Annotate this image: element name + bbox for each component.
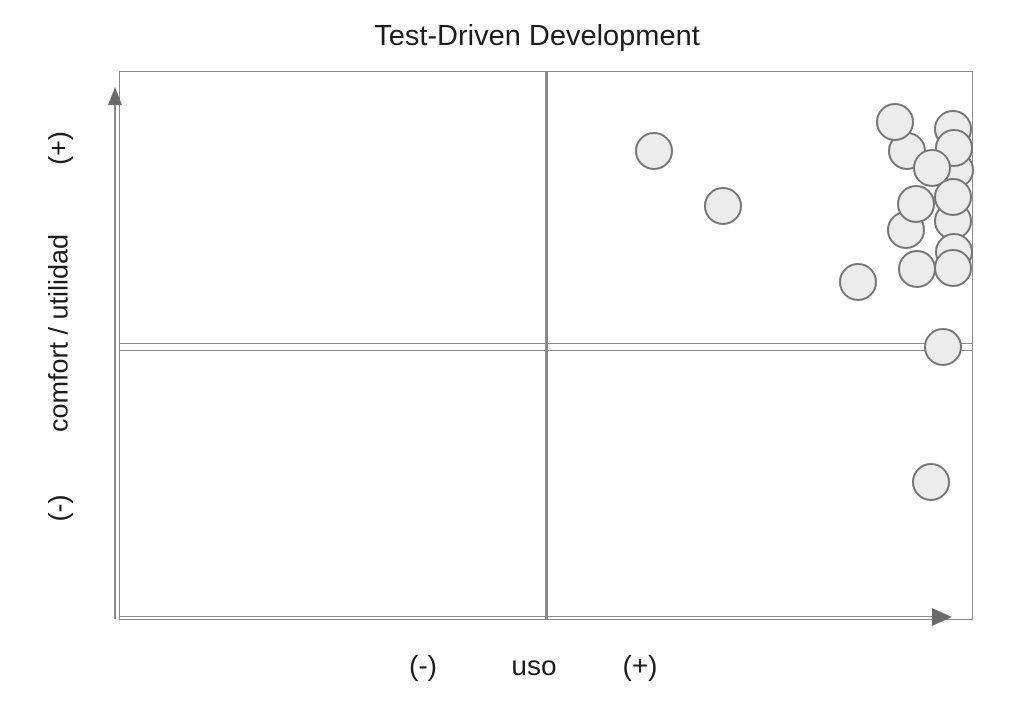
data-point xyxy=(935,129,974,168)
data-point xyxy=(924,328,963,367)
data-point xyxy=(896,185,935,224)
data-point xyxy=(934,248,973,287)
right-arrow-icon xyxy=(932,608,952,626)
data-point xyxy=(703,186,742,225)
y-axis-negative-label: (-) xyxy=(43,494,74,522)
vertical-quadrant-divider xyxy=(545,71,548,620)
chart-title: Test-Driven Development xyxy=(374,20,700,52)
data-point xyxy=(876,103,915,142)
x-axis-title: uso xyxy=(511,650,557,681)
x-axis-negative-label: (-) xyxy=(409,650,437,681)
data-point xyxy=(912,462,951,501)
data-point xyxy=(898,249,937,288)
data-point xyxy=(934,177,973,216)
x-axis-line xyxy=(119,615,936,618)
y-axis-positive-label: (+) xyxy=(43,131,74,165)
y-axis-title: comfort / utilidad xyxy=(43,233,74,433)
y-axis-line xyxy=(114,97,116,619)
x-axis-positive-label: (+) xyxy=(622,650,658,681)
data-point xyxy=(838,262,877,301)
data-point xyxy=(635,132,674,171)
up-arrow-icon xyxy=(108,87,123,105)
